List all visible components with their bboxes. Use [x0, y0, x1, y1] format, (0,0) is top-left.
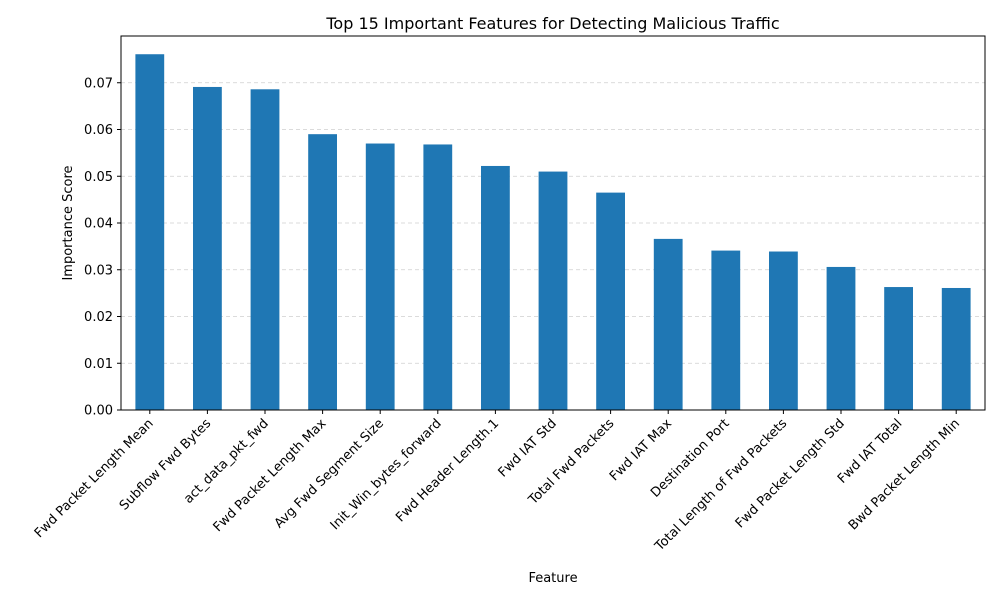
- y-tick-label: 0.07: [84, 76, 113, 91]
- x-tick-label: Init_Win_bytes_forward: [328, 416, 445, 533]
- bar: [135, 54, 165, 411]
- bar: [653, 238, 683, 410]
- y-tick-label: 0.04: [84, 217, 113, 232]
- bar: [769, 251, 798, 410]
- x-tick-label: Fwd Header Length.1: [393, 416, 502, 525]
- y-tick-label: 0.02: [84, 310, 113, 325]
- x-tick-label: Fwd Packet Length Max: [211, 416, 330, 535]
- bar: [711, 250, 741, 410]
- x-axis-label: Feature: [528, 571, 577, 586]
- y-tick-label: 0.00: [84, 404, 113, 419]
- bar: [423, 144, 453, 410]
- bar: [826, 266, 856, 410]
- bar: [481, 165, 510, 410]
- bar: [250, 89, 280, 411]
- bar: [538, 171, 568, 410]
- y-tick-label: 0.06: [84, 123, 113, 138]
- bar: [884, 287, 913, 410]
- bar: [308, 134, 337, 411]
- y-tick-label: 0.03: [84, 263, 113, 278]
- bar: [596, 192, 625, 410]
- x-tick-label: Avg Fwd Segment Size: [272, 416, 387, 531]
- x-tick-label: Fwd IAT Std: [496, 416, 560, 480]
- bar: [193, 86, 222, 411]
- y-axis-label: Importance Score: [61, 165, 76, 280]
- chart-title: Top 15 Important Features for Detecting …: [325, 14, 779, 33]
- bar: [941, 287, 971, 410]
- x-tick-label: Fwd Packet Length Std: [733, 416, 848, 531]
- y-tick-label: 0.05: [84, 170, 113, 185]
- y-tick-label: 0.01: [84, 357, 113, 372]
- x-tick-label: Fwd Packet Length Mean: [32, 416, 157, 541]
- bar: [365, 143, 395, 410]
- bars: [135, 54, 971, 411]
- y-axis-ticks: 0.00 0.01 0.02 0.03 0.04 0.05 0.06 0.07: [84, 76, 121, 419]
- x-tick-label: Bwd Packet Length Min: [846, 416, 963, 533]
